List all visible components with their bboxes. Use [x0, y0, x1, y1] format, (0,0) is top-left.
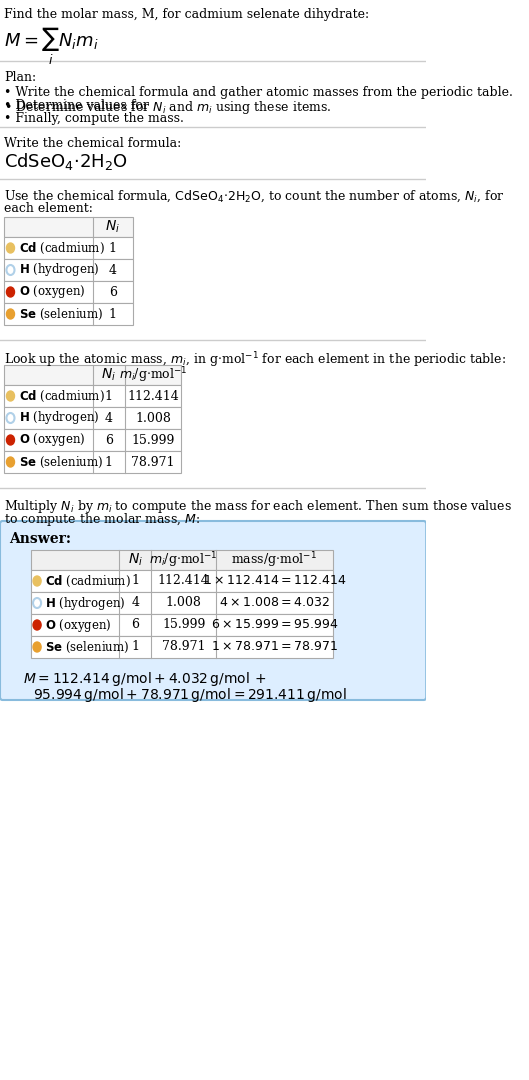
Circle shape: [33, 642, 41, 652]
Text: $1 \times 112.414 = 112.414$: $1 \times 112.414 = 112.414$: [203, 575, 346, 588]
Text: 1: 1: [105, 456, 113, 469]
Text: • Write the chemical formula and gather atomic masses from the periodic table.: • Write the chemical formula and gather …: [4, 86, 513, 99]
Circle shape: [6, 243, 14, 253]
Text: mass/g$\cdot$mol$^{-1}$: mass/g$\cdot$mol$^{-1}$: [231, 550, 317, 570]
Circle shape: [33, 620, 41, 630]
Text: 1: 1: [109, 242, 117, 255]
FancyBboxPatch shape: [4, 281, 133, 303]
Text: $4 \times 1.008 = 4.032$: $4 \times 1.008 = 4.032$: [219, 596, 330, 609]
Text: $\mathbf{O}$ (oxygen): $\mathbf{O}$ (oxygen): [45, 617, 112, 634]
FancyBboxPatch shape: [4, 259, 133, 281]
Text: 112.414: 112.414: [158, 575, 209, 588]
Text: $\mathbf{Se}$ (selenium): $\mathbf{Se}$ (selenium): [19, 307, 103, 322]
Text: Look up the atomic mass, $m_i$, in g$\cdot$mol$^{-1}$ for each element in the pe: Look up the atomic mass, $m_i$, in g$\cd…: [4, 350, 506, 369]
Text: 6: 6: [105, 433, 113, 446]
Text: $\mathbf{O}$ (oxygen): $\mathbf{O}$ (oxygen): [19, 432, 85, 448]
Text: $\mathbf{Se}$ (selenium): $\mathbf{Se}$ (selenium): [45, 639, 129, 654]
Text: $\mathbf{H}$ (hydrogen): $\mathbf{H}$ (hydrogen): [19, 409, 99, 427]
Text: $\mathbf{H}$ (hydrogen): $\mathbf{H}$ (hydrogen): [19, 261, 99, 279]
Text: 1.008: 1.008: [166, 596, 202, 609]
Text: $\mathbf{Cd}$ (cadmium): $\mathbf{Cd}$ (cadmium): [45, 573, 131, 589]
Text: Find the molar mass, M, for cadmium selenate dihydrate:: Find the molar mass, M, for cadmium sele…: [4, 8, 369, 21]
FancyBboxPatch shape: [4, 303, 133, 325]
FancyBboxPatch shape: [4, 384, 181, 407]
Text: $6 \times 15.999 = 95.994$: $6 \times 15.999 = 95.994$: [211, 619, 338, 632]
FancyBboxPatch shape: [31, 592, 333, 615]
Text: $\mathbf{Cd}$ (cadmium): $\mathbf{Cd}$ (cadmium): [19, 241, 104, 256]
Text: 1.008: 1.008: [135, 411, 171, 424]
Text: 4: 4: [105, 411, 113, 424]
Circle shape: [6, 457, 14, 467]
Text: Use the chemical formula, $\mathrm{CdSeO_4{\cdot}2H_2O}$, to count the number of: Use the chemical formula, $\mathrm{CdSeO…: [4, 189, 505, 204]
FancyBboxPatch shape: [4, 429, 181, 451]
Text: 112.414: 112.414: [127, 390, 179, 403]
FancyBboxPatch shape: [4, 451, 181, 473]
Text: • Determine values for $N_i$ and $m_i$ using these items.: • Determine values for $N_i$ and $m_i$ u…: [4, 99, 332, 116]
Text: 1: 1: [131, 640, 139, 653]
FancyBboxPatch shape: [4, 365, 181, 384]
Text: $N_i$: $N_i$: [101, 367, 116, 383]
Text: $m_i$/g$\cdot$mol$^{-1}$: $m_i$/g$\cdot$mol$^{-1}$: [149, 550, 218, 570]
Text: $m_i$/g$\cdot$mol$^{-1}$: $m_i$/g$\cdot$mol$^{-1}$: [118, 365, 187, 384]
Text: 1: 1: [131, 575, 139, 588]
Text: Plan:: Plan:: [4, 71, 36, 84]
Circle shape: [6, 287, 14, 297]
Text: $1 \times 78.971 = 78.971$: $1 \times 78.971 = 78.971$: [211, 640, 338, 653]
Text: 6: 6: [131, 619, 139, 632]
Text: 78.971: 78.971: [131, 456, 175, 469]
Text: $\mathbf{Se}$ (selenium): $\mathbf{Se}$ (selenium): [19, 455, 103, 470]
Text: • Finally, compute the mass.: • Finally, compute the mass.: [4, 112, 184, 125]
Circle shape: [6, 391, 14, 401]
FancyBboxPatch shape: [31, 570, 333, 592]
Text: 4: 4: [109, 264, 117, 276]
Text: each element:: each element:: [4, 202, 93, 215]
Text: 6: 6: [109, 285, 117, 298]
FancyBboxPatch shape: [4, 237, 133, 259]
Text: Write the chemical formula:: Write the chemical formula:: [4, 137, 181, 150]
FancyBboxPatch shape: [4, 407, 181, 429]
FancyBboxPatch shape: [31, 636, 333, 658]
Text: 15.999: 15.999: [162, 619, 205, 632]
Text: $N_i$: $N_i$: [128, 552, 143, 568]
FancyBboxPatch shape: [31, 550, 333, 570]
Text: 4: 4: [131, 596, 139, 609]
FancyBboxPatch shape: [4, 217, 133, 237]
Text: 15.999: 15.999: [131, 433, 175, 446]
Text: $\mathrm{CdSeO_4{\cdot}2H_2O}$: $\mathrm{CdSeO_4{\cdot}2H_2O}$: [4, 151, 128, 172]
Text: $\mathbf{Cd}$ (cadmium): $\mathbf{Cd}$ (cadmium): [19, 389, 104, 404]
Circle shape: [6, 435, 14, 445]
Text: $\mathbf{O}$ (oxygen): $\mathbf{O}$ (oxygen): [19, 283, 85, 300]
Text: 78.971: 78.971: [162, 640, 205, 653]
FancyBboxPatch shape: [0, 521, 426, 700]
Text: $M = 112.414\,\mathrm{g/mol} + 4.032\,\mathrm{g/mol}\,+$: $M = 112.414\,\mathrm{g/mol} + 4.032\,\m…: [23, 670, 266, 688]
Text: Answer:: Answer:: [9, 532, 71, 546]
Circle shape: [33, 576, 41, 586]
Text: Multiply $N_i$ by $m_i$ to compute the mass for each element. Then sum those val: Multiply $N_i$ by $m_i$ to compute the m…: [4, 498, 512, 515]
Text: $N_i$: $N_i$: [105, 219, 120, 235]
Text: $\mathbf{H}$ (hydrogen): $\mathbf{H}$ (hydrogen): [45, 594, 125, 611]
Text: to compute the molar mass, $M$:: to compute the molar mass, $M$:: [4, 511, 200, 528]
Text: • Determine values for: • Determine values for: [4, 99, 153, 112]
Circle shape: [6, 309, 14, 319]
Text: 1: 1: [105, 390, 113, 403]
Text: 1: 1: [109, 308, 117, 321]
Text: $M = \sum_i N_i m_i$: $M = \sum_i N_i m_i$: [4, 26, 98, 67]
FancyBboxPatch shape: [31, 615, 333, 636]
Text: $95.994\,\mathrm{g/mol} + 78.971\,\mathrm{g/mol} = 291.411\,\mathrm{g/mol}$: $95.994\,\mathrm{g/mol} + 78.971\,\mathr…: [33, 686, 347, 704]
